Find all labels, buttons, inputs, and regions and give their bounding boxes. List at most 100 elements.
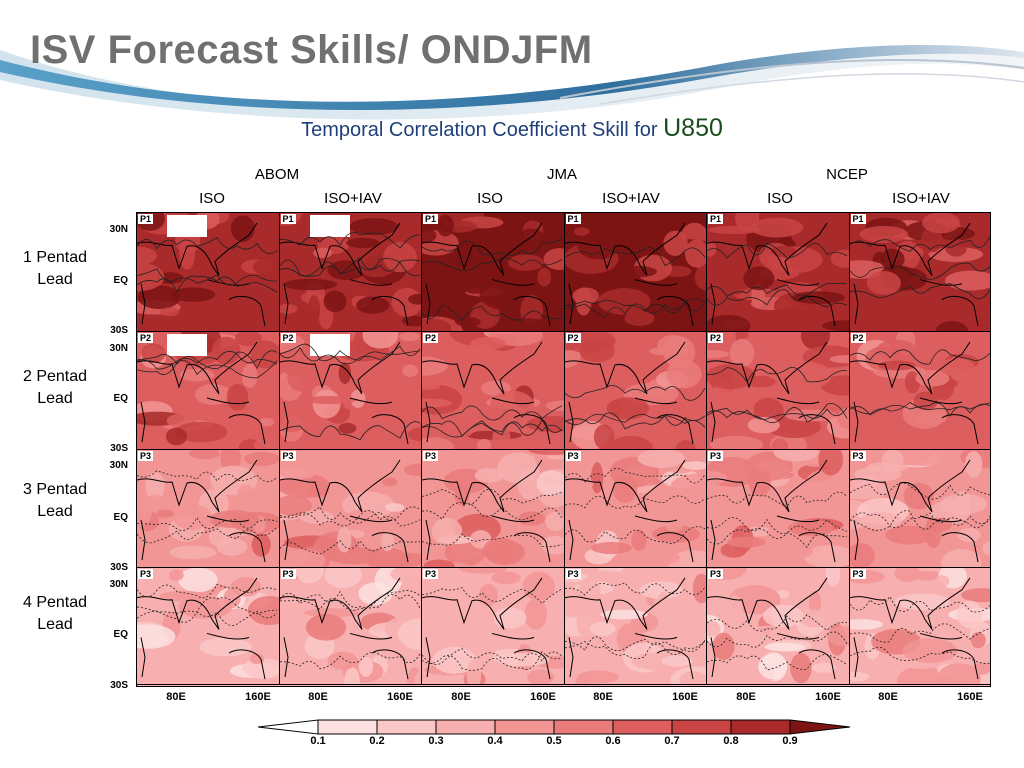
- colorbar-swatch: [376, 719, 437, 735]
- skill-blob: [355, 296, 389, 314]
- lat-label: 30N: [109, 460, 128, 471]
- skill-blob: [279, 495, 312, 517]
- skill-blob: [708, 225, 761, 235]
- contour-line: [422, 303, 563, 322]
- panel-tag: P3: [708, 451, 724, 461]
- skill-blob: [885, 525, 933, 545]
- coastline: [564, 341, 693, 445]
- skill-blob: [492, 423, 511, 449]
- skill-blob: [252, 256, 279, 279]
- skill-blob: [799, 609, 830, 628]
- skill-blob: [407, 427, 422, 442]
- column-label: ISO: [199, 190, 225, 207]
- skill-blob: [672, 633, 693, 663]
- skill-blob: [327, 651, 358, 670]
- skill-blob: [244, 451, 279, 467]
- lon-label: 160E: [387, 691, 413, 703]
- skill-map-panel: P3: [422, 450, 565, 568]
- colorbar-tick-label: 0.9: [782, 735, 798, 747]
- coastline: [422, 577, 551, 680]
- contour-line: [849, 512, 990, 528]
- skill-blob: [893, 568, 920, 582]
- contour-line: [137, 597, 278, 615]
- skill-blob: [422, 593, 439, 605]
- skill-blob: [508, 318, 550, 331]
- contour-line: [422, 587, 563, 604]
- skill-blob: [630, 529, 647, 551]
- skill-blob: [675, 440, 696, 449]
- contour-line: [707, 407, 848, 420]
- skill-blob: [590, 541, 632, 555]
- skill-blob: [245, 662, 279, 680]
- skill-map-panel: P1: [564, 213, 707, 332]
- skill-blob: [788, 519, 834, 537]
- coastline: [564, 577, 693, 680]
- contour-line: [279, 259, 420, 277]
- skill-blob: [323, 290, 346, 313]
- lon-label: 160E: [672, 691, 698, 703]
- contour-line: [707, 491, 848, 508]
- lat-label: EQ: [113, 629, 128, 640]
- skill-blob: [762, 604, 804, 628]
- skill-blob: [729, 338, 755, 368]
- skill-map-panel: P2: [849, 332, 990, 450]
- colorbar-tick-label: 0.3: [428, 735, 444, 747]
- contour-line: [707, 282, 848, 297]
- contour-line: [849, 349, 990, 365]
- contour-map: [564, 568, 707, 684]
- panel-tag: P3: [138, 569, 154, 579]
- contour-line: [707, 631, 848, 648]
- skill-blob: [960, 588, 990, 603]
- colorbar-swatch: [671, 719, 732, 735]
- skill-blob: [364, 547, 409, 567]
- skill-blob: [198, 272, 216, 287]
- skill-blob: [199, 637, 252, 657]
- lat-label: 30S: [110, 680, 128, 691]
- skill-blob: [557, 568, 564, 581]
- contour-map: [564, 450, 707, 567]
- skill-blob: [137, 433, 174, 449]
- lat-label: EQ: [113, 512, 128, 523]
- coastline: [137, 459, 266, 563]
- skill-blob: [237, 484, 256, 507]
- lon-label: 80E: [878, 691, 898, 703]
- lon-label: 80E: [736, 691, 756, 703]
- skill-blob: [236, 283, 255, 298]
- panel-tag: P3: [565, 569, 581, 579]
- skill-blob: [764, 642, 806, 652]
- contour-map: [137, 450, 279, 567]
- skill-blob: [305, 613, 346, 641]
- skill-blob: [877, 360, 916, 371]
- low-skill-patch: [167, 215, 207, 237]
- skill-blob: [165, 427, 188, 446]
- panel-tag: P1: [708, 214, 724, 224]
- skill-blob: [800, 332, 830, 350]
- row-label-line: Lead: [37, 616, 73, 633]
- skill-blob: [482, 537, 520, 564]
- low-skill-patch: [309, 215, 350, 237]
- contour-map: [279, 213, 422, 331]
- panel-tag: P3: [138, 451, 154, 461]
- panel-tag: P1: [850, 214, 866, 224]
- skill-blob: [940, 548, 981, 567]
- skill-blob: [357, 582, 393, 606]
- skill-blob: [495, 498, 534, 509]
- contour-line: [707, 242, 848, 259]
- skill-blob: [602, 213, 642, 223]
- skill-blob: [599, 609, 648, 620]
- skill-blob: [141, 343, 166, 363]
- skill-blob: [725, 594, 743, 625]
- lat-label: EQ: [113, 393, 128, 404]
- skill-blob: [422, 416, 475, 441]
- lat-label: 30N: [109, 224, 128, 235]
- colorbar-low-end: [258, 719, 319, 735]
- skill-blob: [624, 310, 655, 326]
- contour-line: [849, 402, 990, 417]
- skill-blob: [279, 548, 311, 566]
- coastline: [849, 459, 978, 563]
- skill-blob: [188, 450, 221, 460]
- skill-blob: [436, 214, 454, 237]
- lon-label: 160E: [957, 691, 983, 703]
- skill-blob: [432, 646, 477, 674]
